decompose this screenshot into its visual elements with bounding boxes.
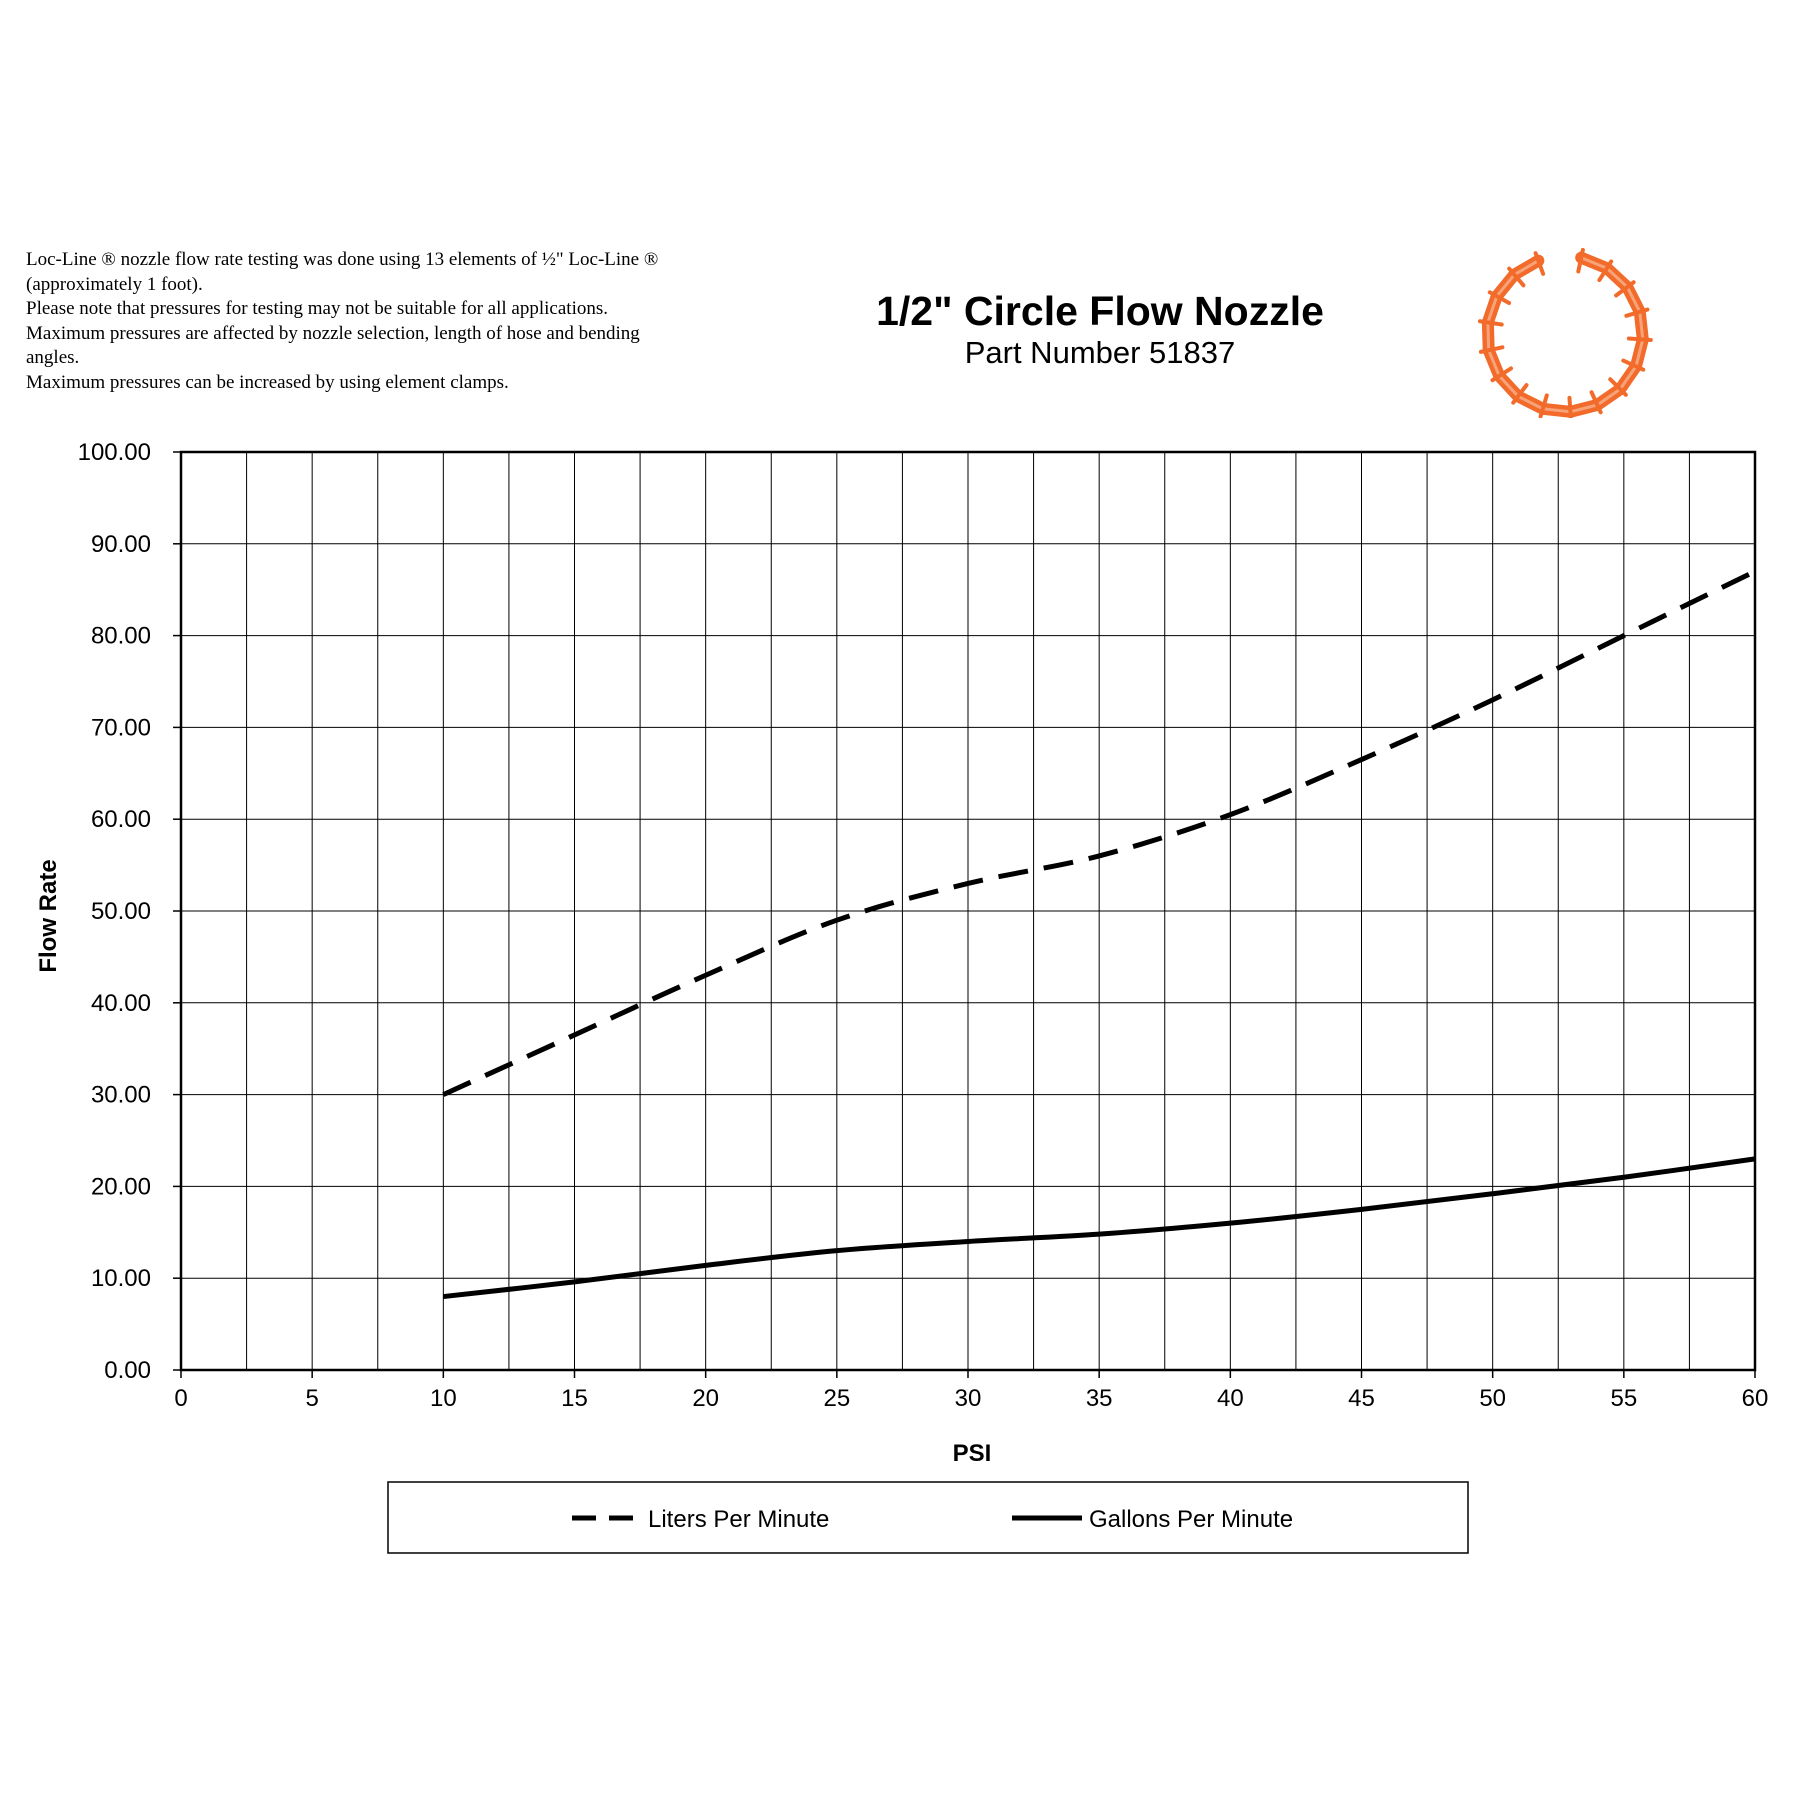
legend-item-liters: Liters Per Minute <box>572 1506 829 1533</box>
logo-joint <box>1621 358 1646 372</box>
y-tick-label: 30.00 <box>91 1082 151 1109</box>
logo-joint <box>1490 366 1514 383</box>
legend: Liters Per Minute Gallons Per Minute <box>387 1481 1469 1554</box>
legend-label: Liters Per Minute <box>648 1506 829 1533</box>
y-axis-ticks: 0.00 10.00 20.00 30.00 40.00 50.00 60.00 70.00 8… <box>78 439 181 1384</box>
x-tick-label: 35 <box>1086 1385 1113 1412</box>
logo-joint <box>1576 248 1585 274</box>
grid-lines <box>181 452 1755 1370</box>
series-line-liters-per-minute <box>442 569 1757 1097</box>
x-tick-label: 5 <box>305 1385 318 1412</box>
logo-joint <box>1567 395 1573 418</box>
logo-joint <box>1589 390 1603 415</box>
series-line-gallons-per-minute <box>443 1156 1756 1300</box>
test-notes: Loc-Line ® nozzle flow rate testing was … <box>26 248 746 395</box>
x-tick-label: 30 <box>955 1385 982 1412</box>
logo-joint <box>1511 383 1529 405</box>
x-tick-label: 40 <box>1217 1385 1244 1412</box>
y-tick-label: 60.00 <box>91 806 151 833</box>
legend-box <box>387 1481 1469 1554</box>
y-tick-label: 10.00 <box>91 1265 151 1292</box>
note-line: Loc-Line ® nozzle flow rate testing was … <box>26 249 659 270</box>
y-tick-label: 50.00 <box>91 898 151 925</box>
logo-joint <box>1487 290 1512 305</box>
logo-joint <box>1608 377 1628 397</box>
logo-joint <box>1624 307 1650 318</box>
chart-header: 1/2" Circle Flow Nozzle Part Number 5183… <box>790 288 1410 372</box>
logo-joint <box>1538 393 1549 418</box>
x-tick-label: 20 <box>692 1385 719 1412</box>
x-axis-title: PSI <box>953 1440 992 1467</box>
x-tick-label: 10 <box>430 1385 457 1412</box>
logo-joint <box>1477 319 1504 327</box>
note-line: (approximately 1 foot). <box>26 273 203 295</box>
logo-joint <box>1533 251 1546 276</box>
logo-joint <box>1597 259 1614 283</box>
y-tick-label: 20.00 <box>91 1173 151 1200</box>
legend-item-gallons: Gallons Per Minute <box>1012 1506 1293 1533</box>
note-line: Maximum pressures can be increased by us… <box>26 371 509 393</box>
logo-joint <box>1614 280 1636 298</box>
y-axis-title: Flow Rate <box>35 859 62 972</box>
y-tick-label: 100.00 <box>78 439 151 466</box>
x-tick-label: 45 <box>1348 1385 1375 1412</box>
x-axis-ticks: 0 5 10 15 20 25 30 35 40 45 50 55 60 <box>174 1370 1768 1412</box>
y-tick-label: 0.00 <box>104 1357 151 1384</box>
x-tick-label: 15 <box>561 1385 588 1412</box>
legend-label: Gallons Per Minute <box>1089 1506 1293 1533</box>
x-tick-label: 25 <box>823 1385 850 1412</box>
note-line: Maximum pressures are affected by nozzle… <box>26 322 640 344</box>
note-line: angles. <box>26 347 80 368</box>
x-tick-label: 55 <box>1610 1385 1637 1412</box>
note-line: Please note that pressures for testing m… <box>26 298 608 319</box>
y-tick-label: 90.00 <box>91 531 151 558</box>
circle-flow-nozzle-icon <box>1477 248 1653 418</box>
y-tick-label: 40.00 <box>91 990 151 1017</box>
x-tick-label: 0 <box>174 1385 187 1412</box>
series-layer <box>442 569 1757 1300</box>
y-tick-label: 80.00 <box>91 623 151 650</box>
x-tick-label: 60 <box>1742 1385 1769 1412</box>
chart-title: 1/2" Circle Flow Nozzle <box>876 288 1324 334</box>
logo-joint <box>1626 336 1653 342</box>
x-tick-label: 50 <box>1479 1385 1506 1412</box>
y-tick-label: 70.00 <box>91 714 151 741</box>
logo-joint <box>1478 345 1505 354</box>
part-number: Part Number 51837 <box>964 335 1236 370</box>
logo-joint <box>1507 266 1526 288</box>
